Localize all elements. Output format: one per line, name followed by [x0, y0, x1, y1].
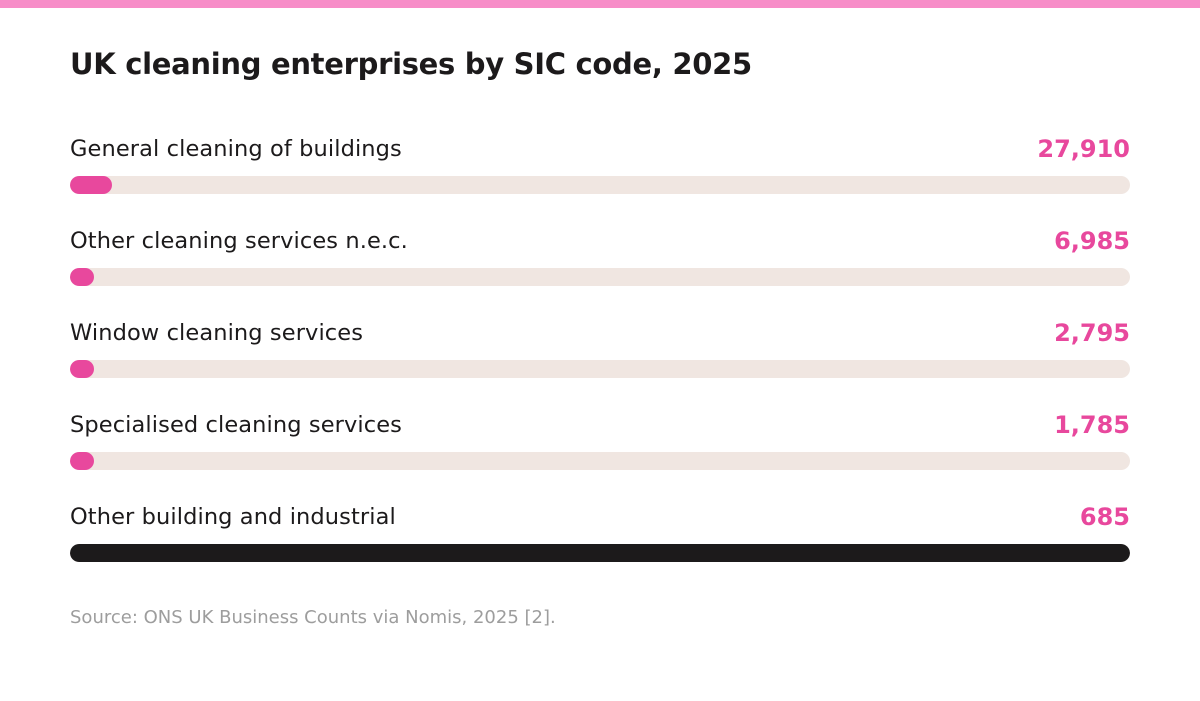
bar: [70, 544, 1130, 562]
top-accent-stripe: [0, 0, 1200, 8]
bar-value-label: 2,795: [1054, 319, 1130, 347]
bar-label: Specialised cleaning services: [70, 412, 402, 438]
bar-track: [70, 268, 1130, 286]
bar-track: [70, 360, 1130, 378]
bar-chart: General cleaning of buildings 27,910 Other…: [70, 132, 1130, 592]
source-note: Source: ONS UK Business Counts via Nomis…: [70, 607, 556, 628]
bar-label: Other building and industrial: [70, 504, 396, 530]
bar-row: General cleaning of buildings 27,910: [70, 132, 1130, 224]
bar-value-label: 1,785: [1054, 411, 1130, 439]
bar: [70, 360, 94, 378]
bar: [70, 268, 94, 286]
bar-label: General cleaning of buildings: [70, 136, 402, 162]
chart-title: UK cleaning enterprises by SIC code, 202…: [70, 47, 752, 81]
bar-label: Other cleaning services n.e.c.: [70, 228, 408, 254]
bar: [70, 452, 94, 470]
bar-value-label: 27,910: [1037, 135, 1130, 163]
bar-value-label: 685: [1079, 503, 1130, 531]
bar-label: Window cleaning services: [70, 320, 364, 346]
bar-row: Window cleaning services 2,795: [70, 316, 1130, 408]
bar-value-label: 6,985: [1054, 227, 1130, 255]
bar-row: Other cleaning services n.e.c. 6,985: [70, 224, 1130, 316]
bar: [70, 176, 112, 194]
bar-row: Specialised cleaning services 1,785: [70, 408, 1130, 500]
bar-row: Other building and industrial 685: [70, 500, 1130, 592]
bar-track: [70, 544, 1130, 562]
bar-track: [70, 176, 1130, 194]
bar-track: [70, 452, 1130, 470]
